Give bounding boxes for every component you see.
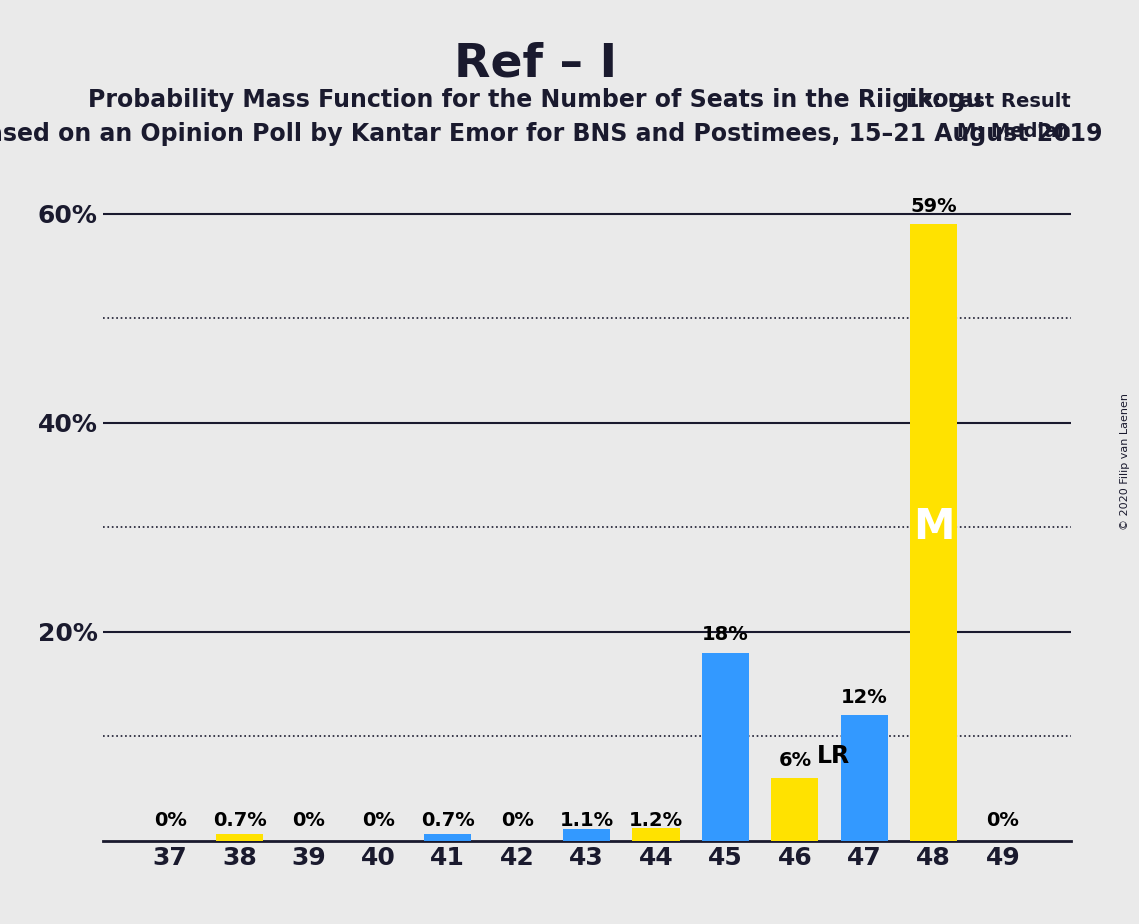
Text: 0%: 0% bbox=[501, 811, 533, 831]
Text: 12%: 12% bbox=[841, 688, 887, 707]
Bar bbox=[632, 828, 680, 841]
Text: M: M bbox=[912, 506, 954, 548]
Bar bbox=[424, 833, 472, 841]
Text: 0%: 0% bbox=[986, 811, 1019, 831]
Text: 0%: 0% bbox=[154, 811, 187, 831]
Text: M: Median: M: Median bbox=[957, 122, 1071, 141]
Bar bbox=[563, 830, 611, 841]
Text: LR: Last Result: LR: Last Result bbox=[906, 91, 1071, 111]
Text: 18%: 18% bbox=[702, 626, 748, 644]
Text: 1.1%: 1.1% bbox=[559, 811, 614, 831]
Text: 59%: 59% bbox=[910, 197, 957, 216]
Text: 1.2%: 1.2% bbox=[629, 811, 683, 831]
Text: © 2020 Filip van Laenen: © 2020 Filip van Laenen bbox=[1121, 394, 1130, 530]
Text: Probability Mass Function for the Number of Seats in the Riigikogu: Probability Mass Function for the Number… bbox=[88, 88, 983, 112]
Text: 0.7%: 0.7% bbox=[421, 811, 475, 831]
Text: 0%: 0% bbox=[293, 811, 326, 831]
Bar bbox=[841, 715, 887, 841]
Text: LR: LR bbox=[817, 744, 850, 768]
Text: Based on an Opinion Poll by Kantar Emor for BNS and Postimees, 15–21 August 2019: Based on an Opinion Poll by Kantar Emor … bbox=[0, 122, 1103, 146]
Bar bbox=[771, 778, 819, 841]
Bar bbox=[216, 833, 263, 841]
Text: Ref – I: Ref – I bbox=[453, 42, 617, 87]
Text: 0%: 0% bbox=[362, 811, 395, 831]
Bar bbox=[910, 225, 957, 841]
Text: 6%: 6% bbox=[778, 751, 811, 770]
Bar bbox=[702, 652, 749, 841]
Text: 0.7%: 0.7% bbox=[213, 811, 267, 831]
